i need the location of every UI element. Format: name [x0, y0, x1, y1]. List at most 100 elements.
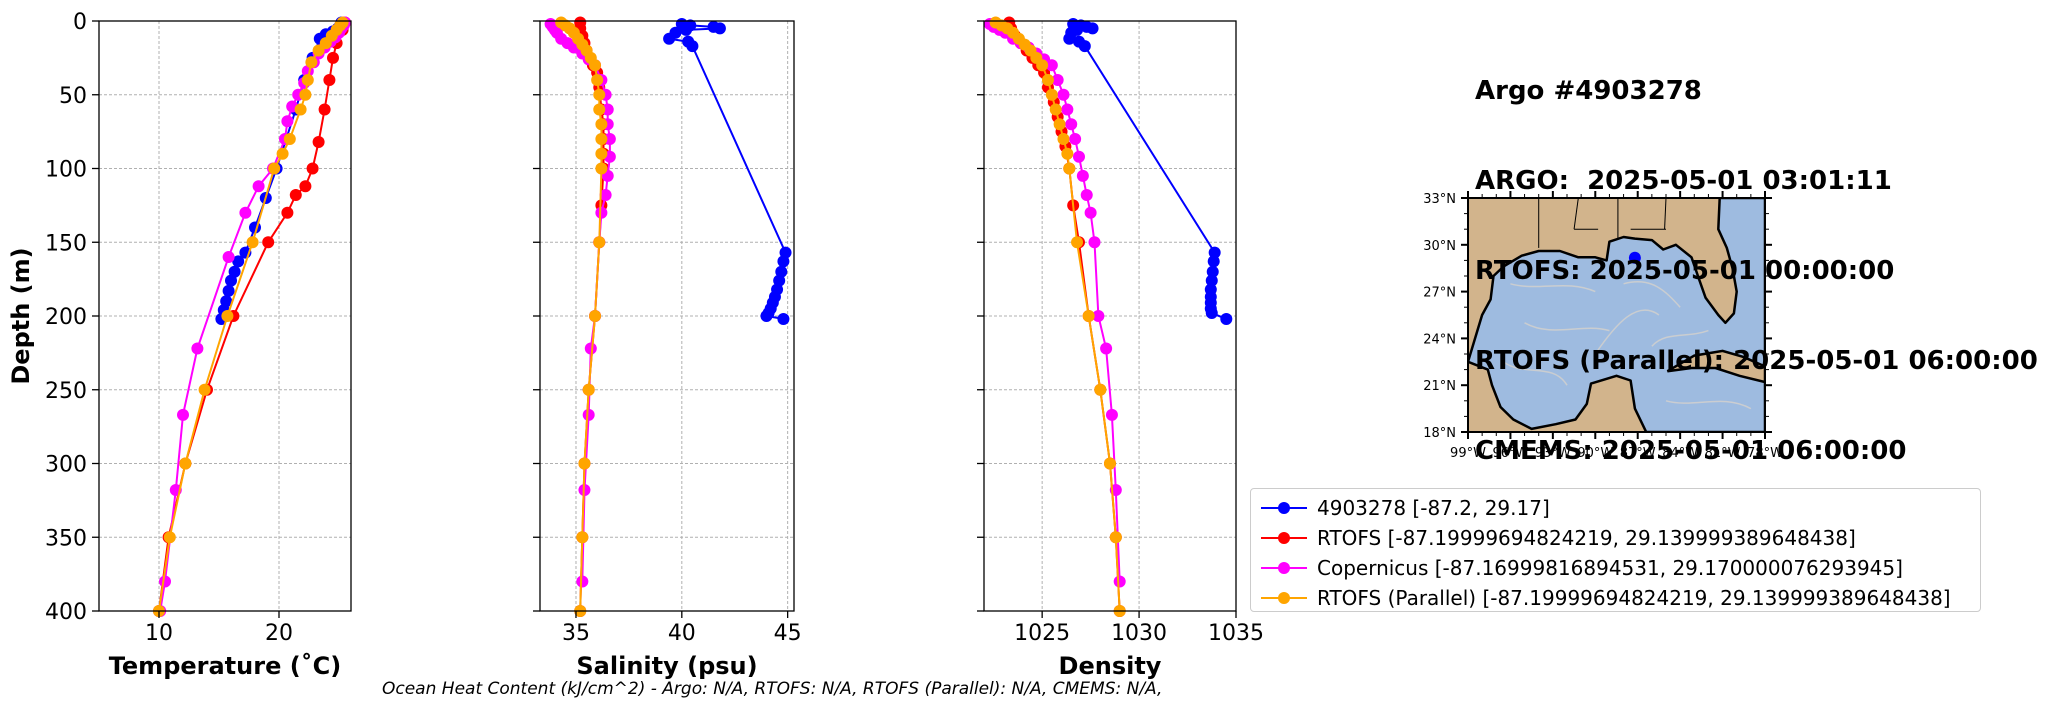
- data-point: [1084, 206, 1097, 219]
- data-point: [1063, 32, 1076, 45]
- data-point: [595, 147, 608, 160]
- data-point: [1078, 40, 1091, 53]
- y-tick-label: 150: [45, 231, 87, 256]
- data-point: [246, 236, 259, 249]
- data-point: [1041, 74, 1054, 86]
- data-point: [306, 162, 319, 175]
- data-point: [1105, 408, 1118, 421]
- data-point: [1045, 59, 1058, 72]
- argo-float-marker: [1628, 251, 1641, 264]
- map-frame: [1467, 197, 1766, 433]
- data-point: [595, 206, 608, 219]
- x-tick-label: 40: [668, 621, 696, 646]
- data-point: [299, 88, 312, 101]
- y-axis-label: Depth (m): [7, 247, 35, 384]
- y-tick-label: 350: [45, 526, 87, 551]
- data-point: [1053, 118, 1066, 131]
- legend-swatch-rtofs-parallel: [1261, 592, 1307, 604]
- series-density-3: [989, 16, 1126, 617]
- legend-entry-argo: 4903278 [-87.2, 29.17]: [1251, 493, 1980, 523]
- border-line: [1664, 198, 1667, 230]
- map-lat-label: 18°N: [1423, 426, 1456, 441]
- series-salinity-0: [663, 17, 792, 325]
- series-temperature-0: [215, 16, 348, 325]
- data-point: [589, 59, 602, 72]
- x-tick-label: 1035: [1208, 621, 1264, 646]
- data-point: [301, 74, 314, 86]
- series-density-0: [1063, 17, 1233, 325]
- data-point: [283, 133, 296, 145]
- x-axis-label: Temperature (˚C): [109, 652, 342, 680]
- title-line-cmems-time: CMEMS: 2025-05-01 06:00:00: [1475, 436, 1907, 466]
- data-point: [777, 255, 790, 268]
- data-point: [262, 236, 275, 249]
- legend-entry-rtofs: RTOFS [-87.19999694824219, 29.1399993896…: [1251, 523, 1980, 553]
- series-line: [158, 21, 344, 612]
- data-point: [1049, 103, 1062, 116]
- state-borders: [1538, 198, 1667, 248]
- gulf-of-mexico: [1468, 198, 1765, 432]
- data-point: [1113, 575, 1126, 588]
- legend-label-rtofs-parallel: RTOFS (Parallel) [-87.19999694824219, 29…: [1317, 586, 1951, 610]
- series-temperature-3: [153, 16, 349, 617]
- y-tick-label: 200: [45, 305, 87, 330]
- y-tick-label: 400: [45, 600, 87, 625]
- map-lon-label: 84°W: [1662, 446, 1698, 461]
- data-point: [593, 88, 606, 101]
- data-point: [252, 180, 265, 193]
- data-point: [177, 408, 189, 421]
- streamline: [1510, 283, 1596, 293]
- streamline: [1651, 329, 1709, 347]
- data-point: [1036, 59, 1049, 72]
- data-point: [595, 133, 608, 145]
- map-lon-label: 99°W: [1450, 446, 1486, 461]
- series-line: [1068, 22, 1227, 320]
- data-point: [312, 135, 325, 148]
- data-point: [1063, 162, 1076, 175]
- data-point: [327, 51, 339, 64]
- map-lat-label: 33°N: [1423, 192, 1456, 207]
- panel-temperature: 10 20050100150200250300350400Temperature …: [7, 10, 352, 680]
- data-point: [1080, 189, 1093, 202]
- y-tick-label: 100: [45, 158, 87, 183]
- data-point: [222, 251, 235, 263]
- streamline: [1502, 361, 1568, 386]
- map-lat-label: 30°N: [1423, 239, 1456, 254]
- streamline: [1665, 400, 1752, 410]
- data-point: [163, 531, 176, 544]
- data-point: [191, 342, 204, 355]
- x-tick-label: 1025: [1014, 621, 1070, 646]
- data-point: [1100, 342, 1113, 355]
- map-lon-label: 96°W: [1492, 446, 1528, 461]
- data-point: [239, 206, 252, 219]
- x-tick-label: 35: [562, 621, 590, 646]
- legend: 4903278 [-87.2, 29.17] RTOFS [-87.199996…: [1250, 488, 1981, 612]
- data-point: [222, 284, 235, 297]
- data-point: [299, 180, 312, 193]
- data-point: [232, 255, 245, 268]
- streamline: [1524, 322, 1610, 332]
- data-point: [289, 189, 302, 202]
- title-line-rtofs-time: RTOFS: 2025-05-01 00:00:00: [1475, 256, 1895, 286]
- map-lon-label: 81°W: [1705, 446, 1741, 461]
- data-point: [318, 103, 331, 116]
- legend-label-copernicus: Copernicus [-87.16999816894531, 29.17000…: [1317, 556, 1903, 580]
- data-point: [1088, 236, 1101, 249]
- data-point: [1071, 236, 1084, 249]
- data-point: [268, 162, 281, 175]
- grid-salinity: [540, 21, 794, 611]
- data-point: [1086, 22, 1099, 35]
- legend-label-argo: 4903278 [-87.2, 29.17]: [1317, 496, 1550, 520]
- legend-entry-rtofs-parallel: RTOFS (Parallel) [-87.19999694824219, 29…: [1251, 583, 1980, 613]
- legend-swatch-copernicus: [1261, 562, 1307, 574]
- series-salinity-2: [544, 17, 616, 588]
- data-point: [1207, 255, 1220, 268]
- figure-title: Argo #4903278 ARGO: 2025-05-01 03:01:11 …: [1475, 16, 2038, 496]
- streamline: [1594, 309, 1660, 355]
- streamline: [1623, 281, 1681, 308]
- data-point: [1061, 103, 1074, 116]
- data-point: [1072, 150, 1085, 163]
- data-point: [593, 103, 606, 116]
- legend-swatch-rtofs: [1261, 532, 1307, 544]
